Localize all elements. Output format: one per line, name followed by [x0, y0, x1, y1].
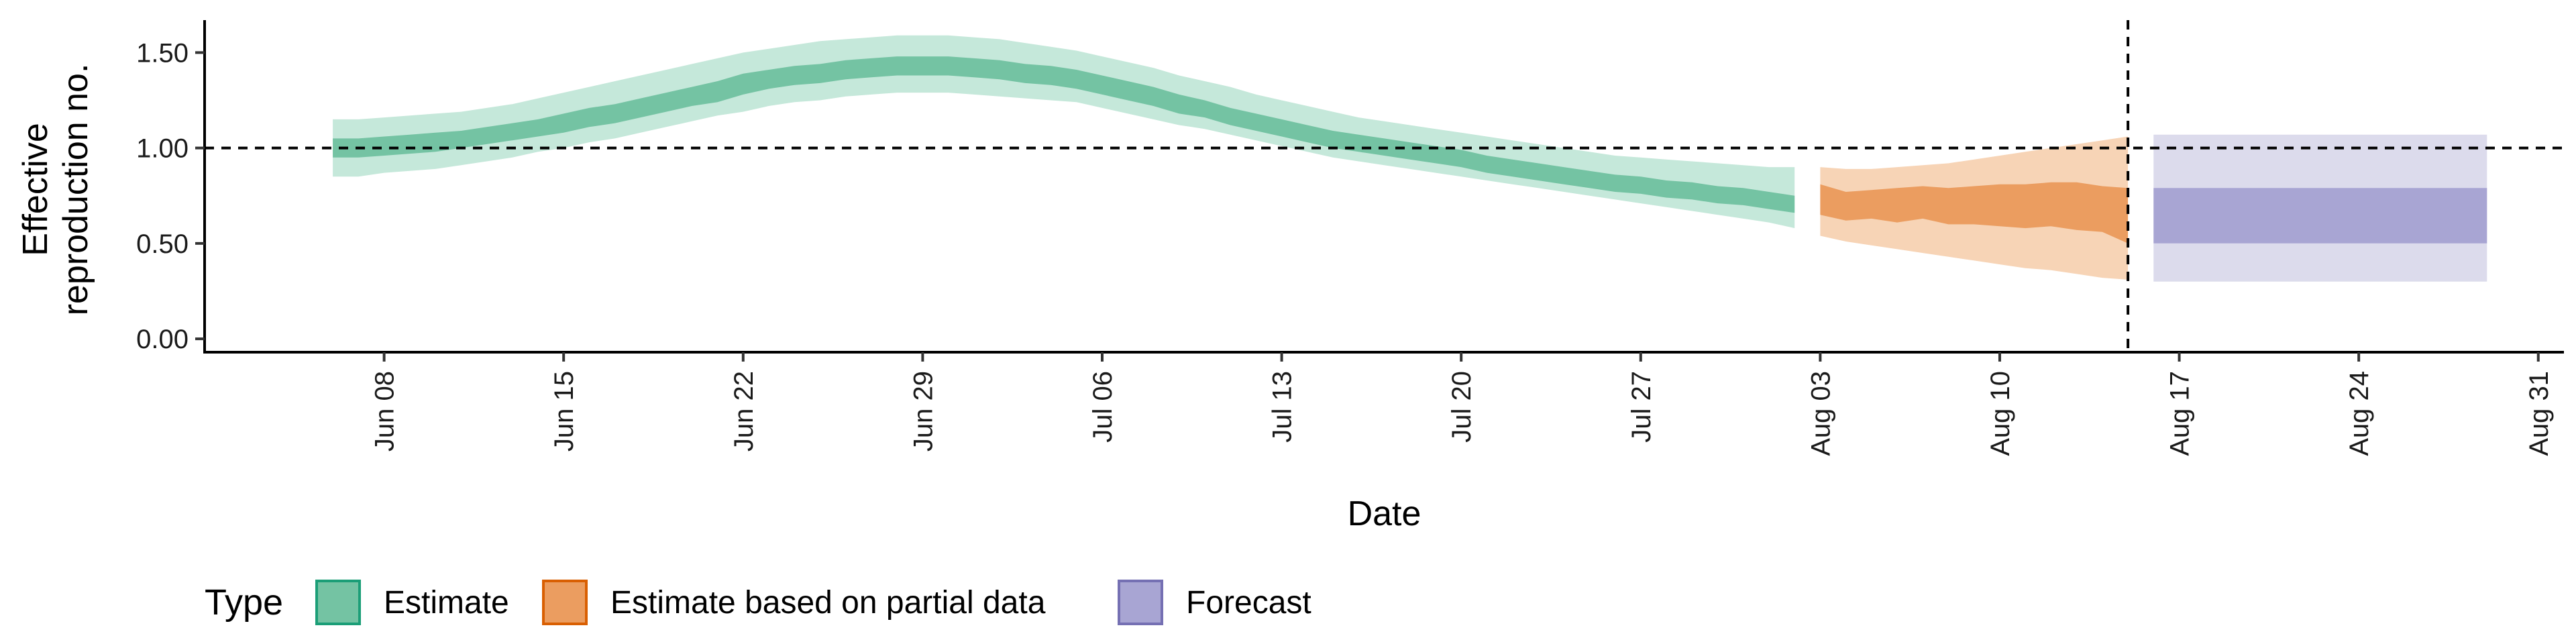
y-tick-label: 1.50: [136, 38, 189, 68]
x-tick-label: Aug 03: [1806, 371, 1835, 456]
legend-title: Type: [205, 582, 283, 623]
y-axis-title-line: Effective: [16, 123, 55, 256]
x-tick-label: Jul 06: [1088, 371, 1118, 443]
estimate-based-on-partial-data-50-band: [1820, 182, 2129, 244]
legend-key-2: [542, 580, 588, 625]
y-tick-label: 0.50: [136, 229, 189, 259]
y-tick-label: 1.00: [136, 134, 189, 164]
y-axis-title: Effective reproduction no.: [16, 64, 95, 316]
x-tick-label: Jun 08: [370, 371, 400, 451]
reference-lines: [205, 20, 2564, 352]
x-tick-label: Aug 17: [2165, 371, 2195, 456]
x-tick-label: Jul 13: [1268, 371, 1297, 443]
x-tick-label: Aug 31: [2524, 371, 2554, 456]
axes-layer: 0.00 0.50 1.00 1.50 Jun 08 Jun 15 Jun 22 Jun 29…: [136, 20, 2564, 456]
estimate-90-band: [333, 35, 1795, 229]
x-tick-label: Jun 29: [908, 371, 938, 451]
x-tick-label: Jul 20: [1447, 371, 1477, 443]
x-tick-label: Aug 24: [2345, 371, 2374, 456]
estimate-50-band: [333, 56, 1795, 213]
legend-key-3: [1118, 580, 1163, 625]
x-tick-label: Aug 10: [1986, 371, 2015, 456]
bands-layer: [333, 35, 2487, 282]
forecast-50-band: [2153, 188, 2487, 244]
legend-label-2: Estimate based on partial data: [610, 585, 1046, 621]
x-tick-label: Jul 27: [1627, 371, 1656, 443]
y-axis-title-line: reproduction no.: [56, 64, 95, 316]
legend-key-1: [315, 580, 361, 625]
legend-label-3: Forecast: [1186, 585, 1311, 621]
y-tick-label: 0.00: [136, 325, 189, 354]
legend-label-1: Estimate: [384, 585, 509, 621]
x-tick-label: Jun 15: [549, 371, 579, 451]
x-tick-label: Jun 22: [729, 371, 759, 451]
legend: Type Estimate Estimate based on partial da…: [205, 580, 1311, 625]
x-axis-title: Date: [1348, 494, 1421, 533]
